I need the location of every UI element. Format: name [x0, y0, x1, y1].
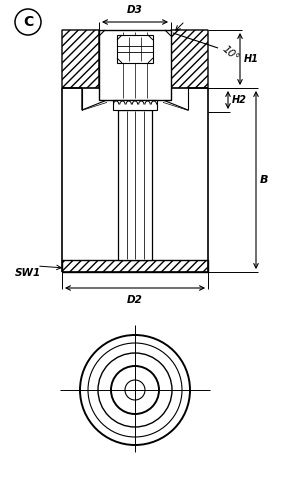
Polygon shape [82, 88, 188, 260]
Text: SW1: SW1 [15, 268, 41, 278]
Bar [99, 30, 171, 100]
Bar [62, 260, 208, 272]
Text: 10°: 10° [220, 44, 241, 64]
Polygon shape [163, 30, 208, 110]
Bar [113, 100, 157, 110]
Bar [118, 110, 152, 260]
Text: C: C [23, 15, 33, 29]
Text: D2: D2 [127, 295, 143, 305]
Polygon shape [62, 30, 107, 110]
Text: H1: H1 [244, 54, 259, 64]
Text: B: B [260, 175, 269, 185]
Bar [117, 35, 153, 63]
Text: D3: D3 [127, 5, 143, 15]
Text: H2: H2 [232, 95, 247, 105]
